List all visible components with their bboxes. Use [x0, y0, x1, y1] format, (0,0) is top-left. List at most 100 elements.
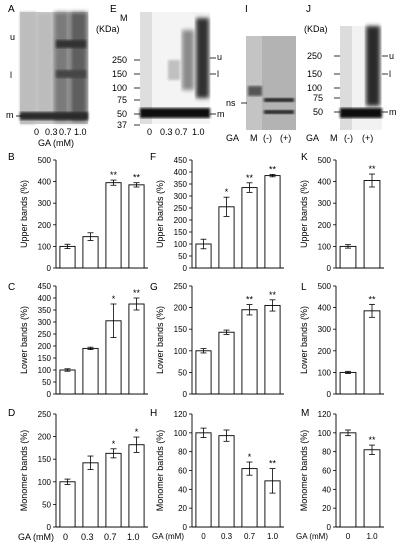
chart-f-ytick-label: 100 — [174, 240, 188, 249]
panel-label-l: L — [301, 282, 307, 293]
blot-a-band-m: m — [6, 110, 14, 120]
chart-b-ytick-label: 400 — [38, 178, 52, 187]
chart-c-ytick-label: 200 — [38, 342, 52, 351]
blot-j-marker-100: 100 — [307, 83, 323, 93]
chart-k-ytick-label: 300 — [318, 199, 332, 208]
chart-h: 0 20 40 60 80 100 120 Monomer bands (%) 0 0.3 * 0.7… — [152, 410, 284, 541]
chart-m-ytick-label: 20 — [322, 504, 331, 513]
blot-a-band-l: l — [10, 70, 12, 80]
chart-g-ytick-label: 250 — [174, 282, 188, 291]
chart-g-bar — [195, 350, 212, 395]
chart-h-significance: * — [248, 452, 252, 462]
chart-m-significance: ** — [368, 435, 376, 445]
chart-k-bar — [339, 245, 357, 269]
chart-g-bar — [264, 304, 281, 395]
blot-j-ga-label: GA — [306, 133, 320, 143]
blot-i-lane-m: M — [250, 133, 258, 143]
blot-e-conc-1: 0.3 — [160, 127, 173, 137]
chart-b-significance: ** — [110, 170, 118, 180]
chart-c-ytick-label: 150 — [38, 354, 52, 363]
blot-a-conc-1: 0.3 — [45, 127, 58, 137]
blot-e — [134, 12, 216, 126]
blot-e-conc-0: 0 — [147, 127, 153, 137]
chart-l-ytick-label: 300 — [318, 325, 332, 334]
panel-label-c: C — [8, 282, 16, 293]
blot-e-marker-250: 250 — [112, 55, 128, 65]
chart-k-ytick-label: 400 — [318, 178, 332, 187]
chart-h-bar — [195, 432, 212, 528]
chart-l-bar — [339, 371, 357, 395]
chart-b-bar — [82, 236, 99, 269]
blot-e-band-u: u — [217, 52, 223, 62]
chart-h-ytick-label: 0 — [183, 523, 188, 532]
chart-g-ytick-label: 0 — [183, 390, 188, 399]
chart-m-ylabel: Monomer bands (%) — [299, 430, 309, 512]
chart-f-ytick-label: 300 — [174, 192, 188, 201]
chart-g: 0 50 100 150 200 250 Lower bands (%) ** ** — [155, 282, 284, 399]
blot-j — [334, 26, 388, 130]
chart-k-ytick-label: 200 — [318, 221, 332, 230]
chart-d-ytick-label: 150 — [38, 455, 52, 464]
blot-j-marker-50: 50 — [313, 107, 324, 117]
chart-h-xtick-label: 1.0 — [267, 532, 279, 541]
blot-j-band-u: u — [389, 51, 395, 61]
chart-g-ytick-label: 100 — [174, 347, 188, 356]
chart-m-xtick-label: 1.0 — [366, 532, 378, 541]
chart-h-ytick-label: 20 — [178, 504, 187, 513]
chart-h-ytick-label: 60 — [178, 467, 187, 476]
chart-g-ylabel: Lower bands (%) — [155, 306, 165, 374]
chart-f-significance: ** — [269, 164, 277, 174]
blot-e-marker-100: 100 — [112, 83, 128, 93]
chart-c-bar — [128, 303, 145, 395]
chart-c-ylabel: Lower bands (%) — [19, 306, 29, 374]
chart-f-ytick-label: 250 — [174, 204, 188, 213]
chart-d-bar — [59, 481, 76, 528]
chart-l: 0 100 200 300 400 500 Lower bands (%) ** — [299, 282, 384, 399]
blot-e-band-m: m — [217, 109, 225, 119]
chart-b-ytick-label: 500 — [38, 156, 52, 165]
blot-j-marker-150: 150 — [307, 69, 323, 79]
chart-d-bar — [105, 452, 122, 528]
chart-h-xtick-label: 0.3 — [221, 532, 233, 541]
panel-label-f: F — [150, 152, 157, 163]
chart-d-significance: * — [135, 427, 139, 437]
chart-g-significance: ** — [246, 295, 254, 305]
chart-d-ytick-label: 100 — [38, 478, 52, 487]
chart-m: 0 20 40 60 80 100 120 Monomer bands (%) 0 ** 1.0 GA… — [296, 410, 384, 541]
chart-l-ytick-label: 100 — [318, 368, 332, 377]
chart-g-bar — [241, 309, 258, 395]
blot-a-band-u: u — [10, 32, 16, 42]
chart-f-bar — [264, 175, 281, 269]
blot-a — [16, 12, 88, 124]
blot-e-marker-lane: M — [120, 13, 128, 23]
chart-k-ylabel: Upper bands (%) — [299, 180, 309, 248]
chart-l-ytick-label: 400 — [318, 304, 332, 313]
chart-h-xlabel: GA (mM) — [152, 532, 184, 541]
chart-h-bar — [218, 435, 235, 528]
blot-j-lane-m: M — [330, 133, 338, 143]
chart-l-ytick-label: 500 — [318, 282, 332, 291]
blot-j-marker-75: 75 — [313, 93, 324, 103]
chart-b-significance: ** — [133, 173, 141, 183]
blot-e-marker-150: 150 — [112, 69, 128, 79]
blot-e-marker-50: 50 — [117, 109, 128, 119]
chart-d-bar — [82, 462, 99, 528]
chart-g-ytick-label: 50 — [178, 368, 187, 377]
chart-c-bar — [59, 369, 76, 395]
panel-d-cat-2: 0.7 — [104, 532, 117, 542]
chart-f-significance: * — [225, 187, 229, 197]
chart-c: 0 50 100 150 200 250 300 350 400 450 Lower bands (… — [19, 282, 148, 399]
chart-b-bar — [59, 245, 76, 269]
blot-i-band-ns: ns — [226, 98, 236, 108]
chart-h-xtick-label: 0 — [201, 532, 206, 541]
blot-i-ga-label: GA — [226, 133, 240, 143]
chart-m-ytick-label: 40 — [322, 485, 331, 494]
chart-k-significance: ** — [368, 164, 376, 174]
chart-k: 0 100 200 300 400 500 Upper bands (%) ** — [299, 156, 384, 273]
blot-a-conc-2: 0.7 — [59, 127, 72, 137]
chart-d-ytick-label: 0 — [47, 523, 52, 532]
chart-m-ytick-label: 100 — [318, 429, 332, 438]
chart-f-ytick-label: 450 — [174, 156, 188, 165]
